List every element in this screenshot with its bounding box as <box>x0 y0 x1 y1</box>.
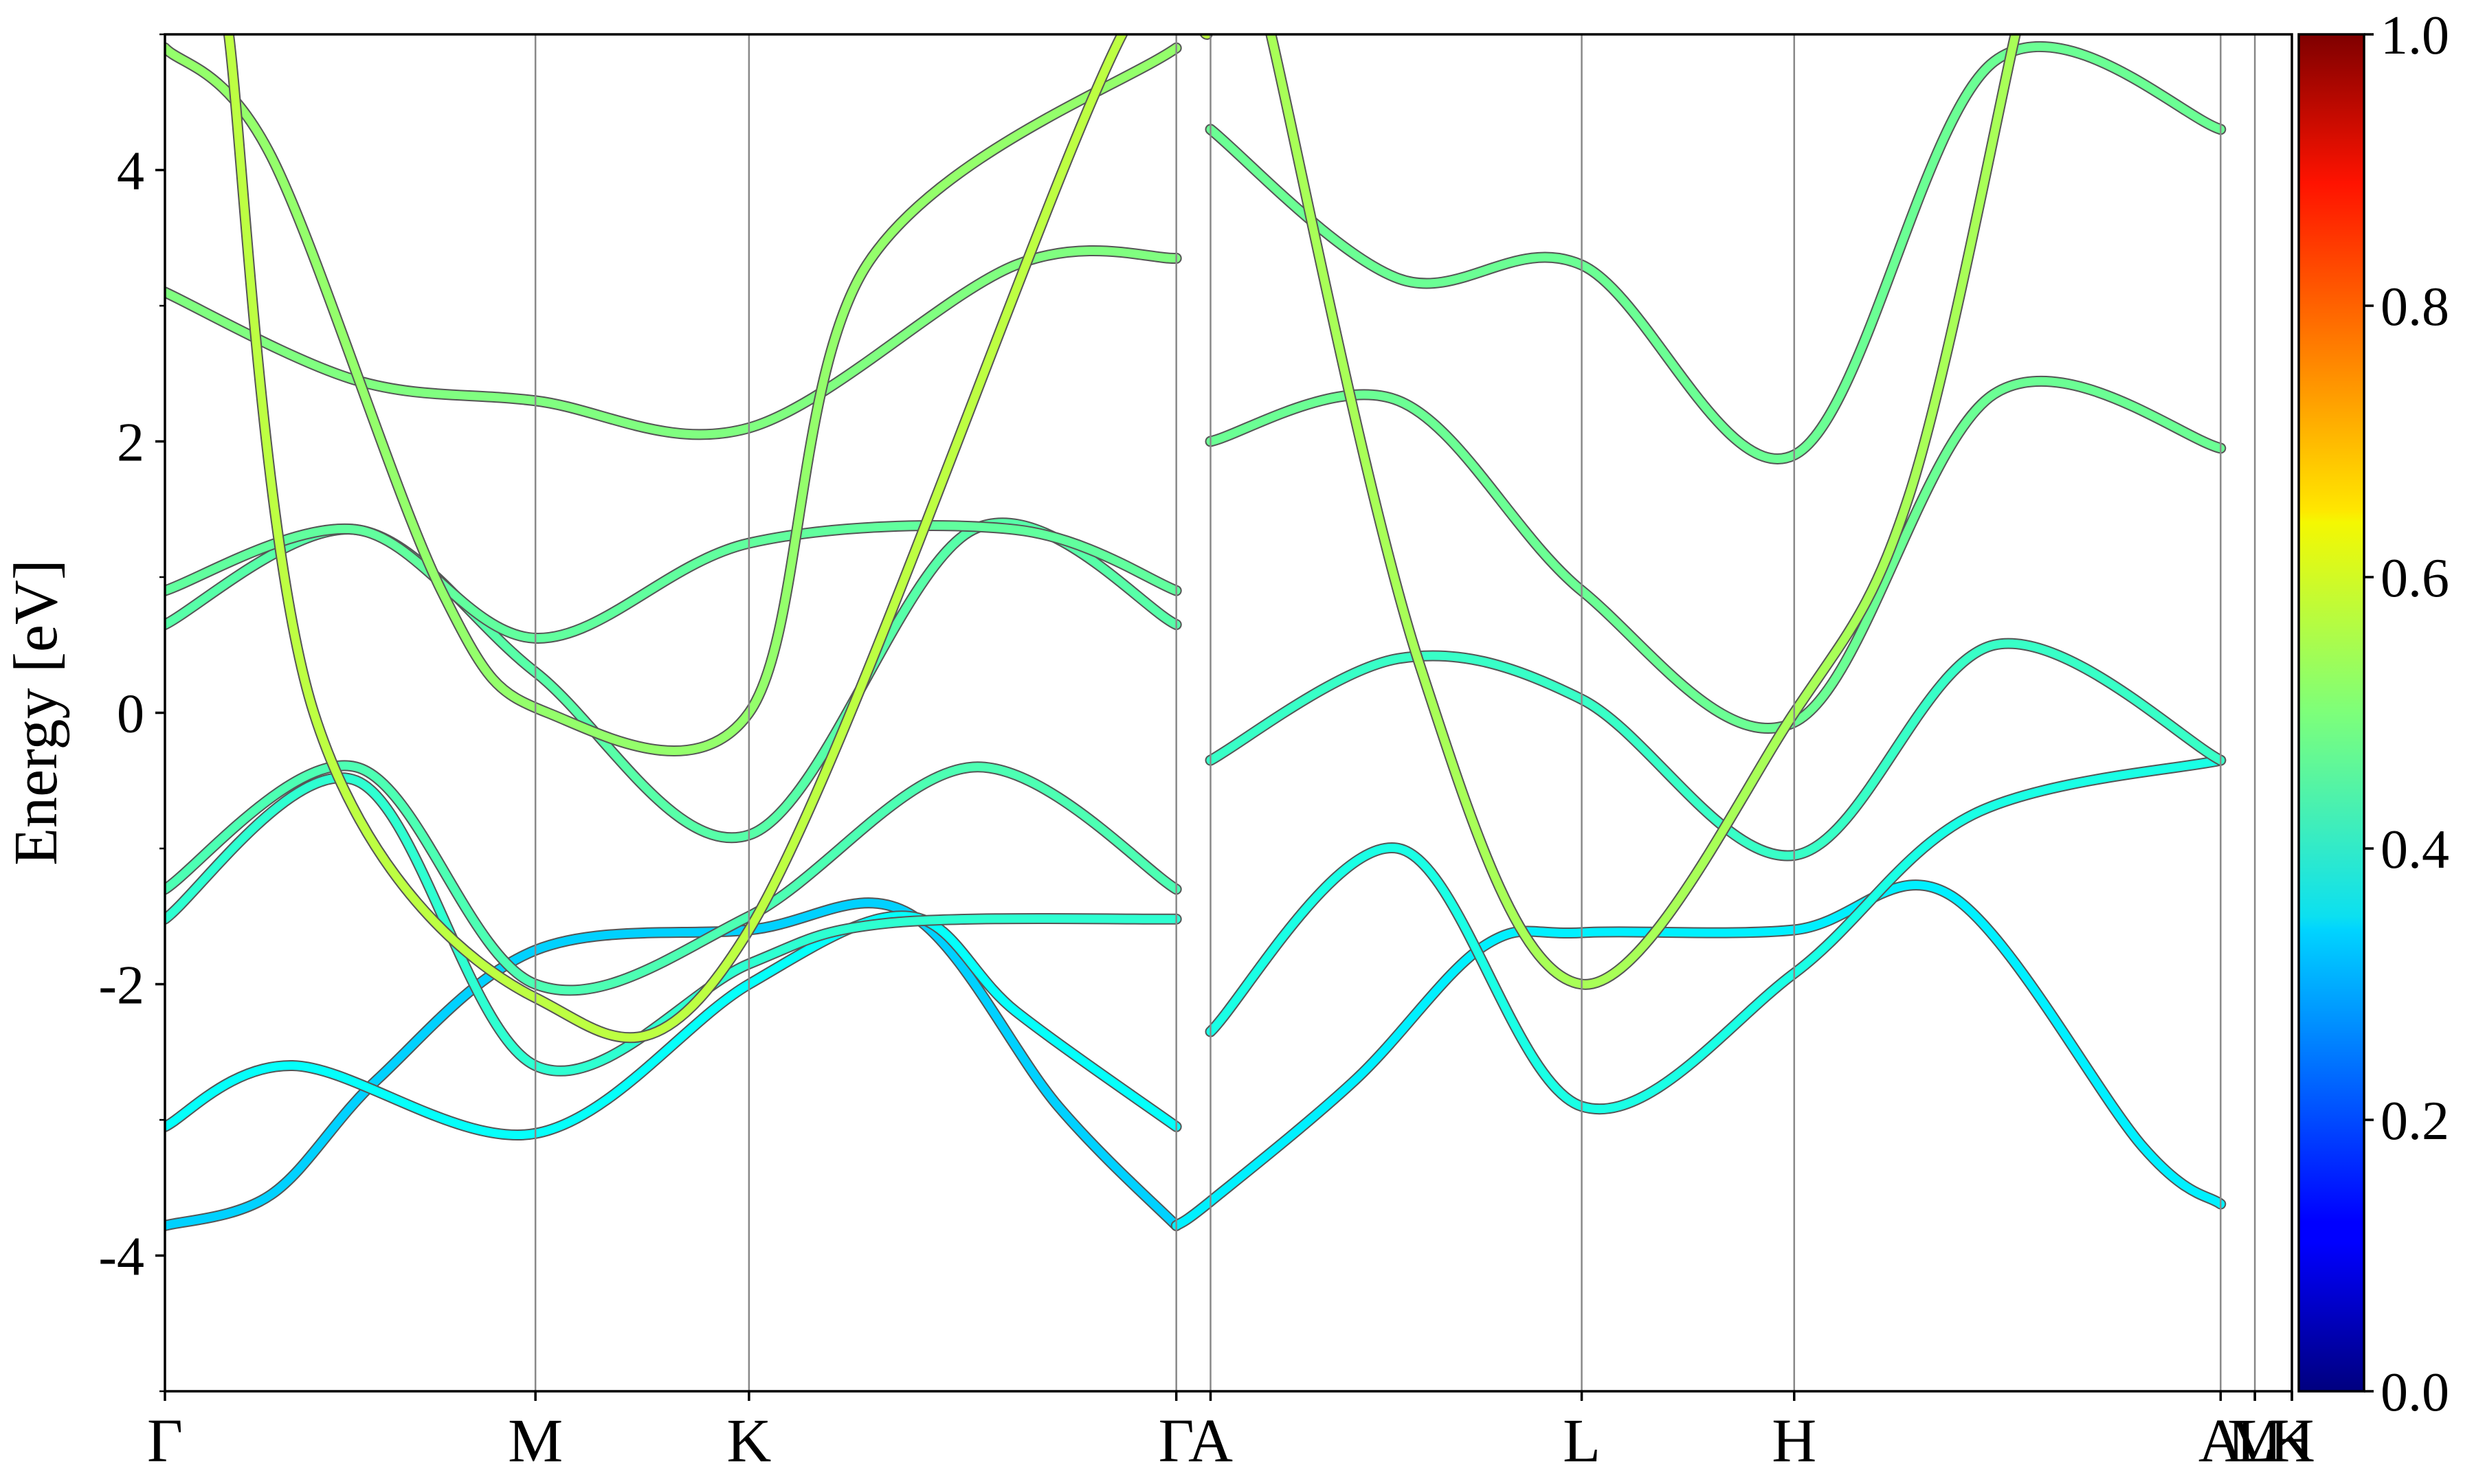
y-tick-label: 0 <box>117 684 144 745</box>
band-13 <box>165 43 1181 755</box>
kpoint-label: A <box>1188 1407 1233 1475</box>
colorbar: 0.0 0.2 0.4 0.6 0.8 1.0 <box>2297 5 2449 1423</box>
band-outline <box>223 34 1213 1044</box>
kpoint-label: Γ <box>147 1407 183 1475</box>
kpoint-label: H <box>2270 1407 2315 1475</box>
band-15 <box>1267 34 2020 989</box>
colorbar-tick-label: 0.6 <box>2381 548 2449 609</box>
kpoint-label: K <box>2270 1407 2315 1475</box>
colorbar-tick-label: 0.0 <box>2381 1362 2449 1423</box>
kpoint-label: M <box>508 1407 563 1475</box>
band-12 <box>165 246 1181 439</box>
band-7 <box>1206 639 2225 860</box>
band-6 <box>165 761 1181 995</box>
y-tick-label: -2 <box>98 956 144 1016</box>
y-tick-label: 2 <box>117 413 144 473</box>
kpoint-label: L <box>2236 1407 2274 1475</box>
band-lines <box>165 34 2227 1231</box>
band-3 <box>165 912 1181 1139</box>
band-14 <box>224 34 1212 1042</box>
kpoint-label: K <box>726 1407 771 1475</box>
kpoint-label: L <box>1563 1407 1601 1475</box>
band-9 <box>165 521 1181 642</box>
colorbar-tick-label: 0.8 <box>2381 277 2449 337</box>
band-5 <box>165 774 1181 1075</box>
band-8 <box>165 519 1181 842</box>
colorbar-tick-label: 0.4 <box>2381 820 2449 880</box>
y-axis: -4 -2 0 2 4 <box>98 33 165 1393</box>
y-tick-label: 4 <box>117 142 144 202</box>
colorbar-tick-label: 0.2 <box>2381 1091 2449 1151</box>
y-axis-label: Energy [eV] <box>2 559 70 866</box>
band-outline <box>165 517 1182 844</box>
kpoint-label: M <box>2227 1407 2282 1475</box>
colorbar-gradient <box>2297 33 2365 1393</box>
kpoint-label: H <box>1772 1407 1816 1475</box>
band-4 <box>1206 756 2225 1114</box>
band-outline <box>165 42 1182 756</box>
band-10 <box>1206 376 2225 732</box>
kpoint-label: Γ <box>1159 1407 1194 1475</box>
band-1 <box>165 899 1181 1230</box>
kpoint-label: A <box>2198 1407 2243 1475</box>
high-symmetry-lines <box>534 34 2256 1391</box>
colorbar-tick-label: 1.0 <box>2381 5 2449 66</box>
y-tick-label: -4 <box>98 1227 144 1288</box>
